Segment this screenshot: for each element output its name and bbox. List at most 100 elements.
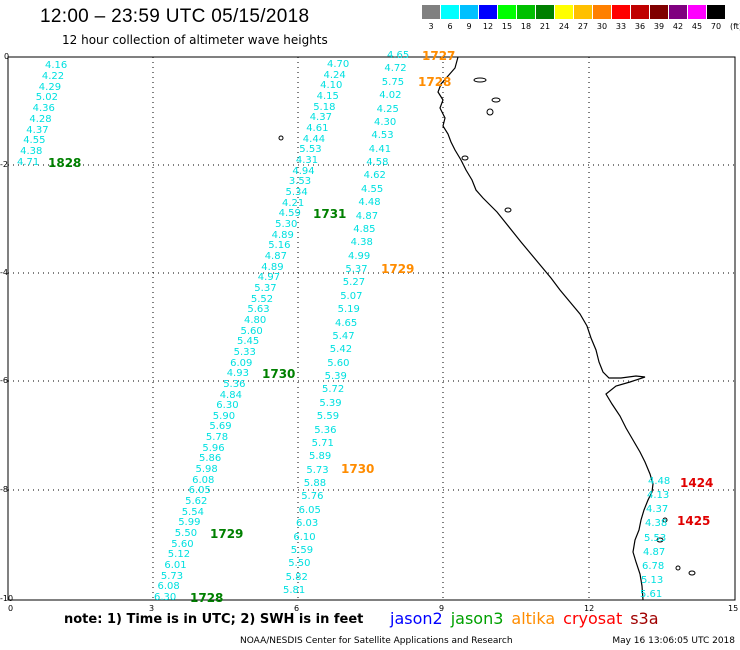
- wave-height-point: 5.50: [288, 558, 311, 570]
- pass-time-label: 1728: [190, 591, 224, 605]
- wave-height-point: 4.37: [309, 112, 332, 124]
- coastline: [437, 56, 654, 601]
- wave-height-point: 4.31: [295, 154, 319, 166]
- wave-height-point: 5.98: [195, 464, 218, 476]
- wave-height-point: 4.10: [320, 80, 343, 92]
- wave-height-point: 4.58: [366, 157, 389, 168]
- wave-height-point: 4.89: [271, 229, 294, 241]
- wave-height-point: 5.60: [171, 538, 194, 550]
- colorbar-unit: (ft): [729, 22, 740, 31]
- wave-height-point: 4.16: [45, 60, 68, 71]
- pass-time-label: 1731: [313, 207, 347, 221]
- wave-height-point: 5.78: [205, 432, 229, 444]
- wave-height-point: 5.37: [345, 264, 368, 275]
- pass-time-label: 1425: [677, 514, 711, 528]
- wave-height-point: 5.60: [327, 357, 350, 369]
- wave-height-point: 5.42: [329, 344, 353, 356]
- colorbar-label: 9: [466, 22, 472, 31]
- wave-height-point: 5.63: [247, 304, 270, 316]
- wave-height-point: 4.85: [353, 223, 376, 235]
- colorbar-swatch: [593, 5, 612, 19]
- colorbar-swatch: [555, 5, 574, 19]
- wave-height-point: 4.28: [29, 113, 52, 125]
- pass-time-label: 1424: [680, 476, 714, 490]
- wave-height-point: 4.41: [368, 143, 392, 155]
- credit-line: NOAA/NESDIS Center for Satellite Applica…: [240, 636, 735, 646]
- x-tick-label: 9: [439, 604, 445, 613]
- wave-height-point: 6.03: [296, 518, 319, 530]
- wave-height-point: 5.81: [283, 585, 306, 596]
- island: [278, 135, 284, 141]
- wave-height-point: 6.78: [642, 560, 665, 572]
- wave-height-point: 5.72: [322, 384, 345, 396]
- wave-height-point: 4.94: [292, 165, 315, 177]
- wave-height-point: 4.48: [648, 476, 671, 487]
- wave-height-point: 5.53: [644, 532, 667, 544]
- wave-height-point: 4.22: [41, 70, 65, 82]
- colorbar-label: 12: [482, 22, 494, 31]
- colorbar-label: 15: [501, 22, 513, 31]
- wave-height-point: 5.54: [181, 506, 204, 518]
- colorbar-swatch: [498, 5, 517, 19]
- wave-height-point: 5.07: [340, 290, 363, 302]
- wave-height-point: 4.55: [361, 183, 384, 195]
- colorbar-swatch: [688, 5, 707, 19]
- colorbar-swatch: [479, 5, 498, 19]
- wave-height-point: 4.97: [257, 272, 281, 284]
- wave-height-point: 5.53: [299, 144, 322, 156]
- wave-height-point: 4.37: [646, 504, 669, 516]
- wave-height-point: 5.34: [285, 186, 308, 198]
- island: [504, 207, 512, 213]
- colorbar-swatch: [650, 5, 669, 19]
- island: [688, 570, 696, 576]
- wave-height-point: 5.73: [160, 570, 184, 582]
- colorbar-label: 39: [653, 22, 665, 31]
- colorbar-label: 36: [634, 22, 646, 31]
- colorbar-swatch: [422, 5, 441, 19]
- wave-height-point: 4.72: [384, 63, 407, 75]
- pass-time-label: 1729: [210, 527, 244, 541]
- pass-time-label: 1730: [262, 367, 296, 381]
- wave-height-point: 6.05: [298, 504, 321, 516]
- colorbar-label: 6: [447, 22, 453, 31]
- wave-height-point: 5.02: [35, 92, 58, 104]
- colorbar-label: 3: [428, 22, 434, 31]
- pass-time-label: 1828: [48, 156, 82, 170]
- wave-height-point: 5.33: [233, 346, 256, 358]
- wave-height-point: 5.69: [209, 421, 232, 433]
- wave-height-point: 4.38: [350, 237, 373, 249]
- wave-height-point: 5.59: [316, 411, 340, 423]
- wave-height-point: 5.75: [381, 76, 405, 88]
- legend-s3a: s3a: [630, 609, 659, 628]
- wave-height-point: 5.89: [309, 451, 332, 463]
- wave-height-point: 5.39: [324, 371, 347, 382]
- colorbar-swatch: [536, 5, 555, 19]
- colorbar-swatch: [707, 5, 726, 19]
- wave-height-point: 4.62: [363, 170, 386, 182]
- wave-height-point: 4.30: [374, 116, 397, 128]
- colorbar-label: 30: [596, 22, 608, 31]
- wave-height-point: 5.47: [332, 330, 355, 342]
- wave-height-point: 5.36: [223, 378, 246, 390]
- island: [473, 77, 487, 83]
- wave-height-point: 4.02: [379, 90, 402, 102]
- wave-height-point: 5.86: [199, 453, 222, 465]
- legend-altika: altika: [511, 609, 556, 628]
- wave-height-point: 5.61: [640, 589, 663, 600]
- colorbar-label: 33: [615, 22, 627, 31]
- wave-height-point: 4.15: [316, 91, 339, 102]
- x-tick-label: 12: [584, 604, 595, 613]
- wave-height-point: 4.53: [371, 130, 394, 142]
- colorbar-label: 18: [520, 22, 532, 31]
- wave-height-point: 5.12: [167, 549, 191, 561]
- colorbar-swatch: [669, 5, 688, 19]
- colorbar-swatch: [517, 5, 536, 19]
- map-frame: [7, 56, 736, 601]
- wave-height-point: 5.73: [306, 464, 329, 476]
- y-tick-label: -2: [0, 160, 8, 169]
- timestamp: May 16 13:06:05 UTC 2018: [612, 636, 735, 646]
- colorbar-swatch: [441, 5, 460, 19]
- wave-height-point: 5.59: [290, 544, 314, 556]
- wave-height-point: 5.96: [202, 442, 225, 454]
